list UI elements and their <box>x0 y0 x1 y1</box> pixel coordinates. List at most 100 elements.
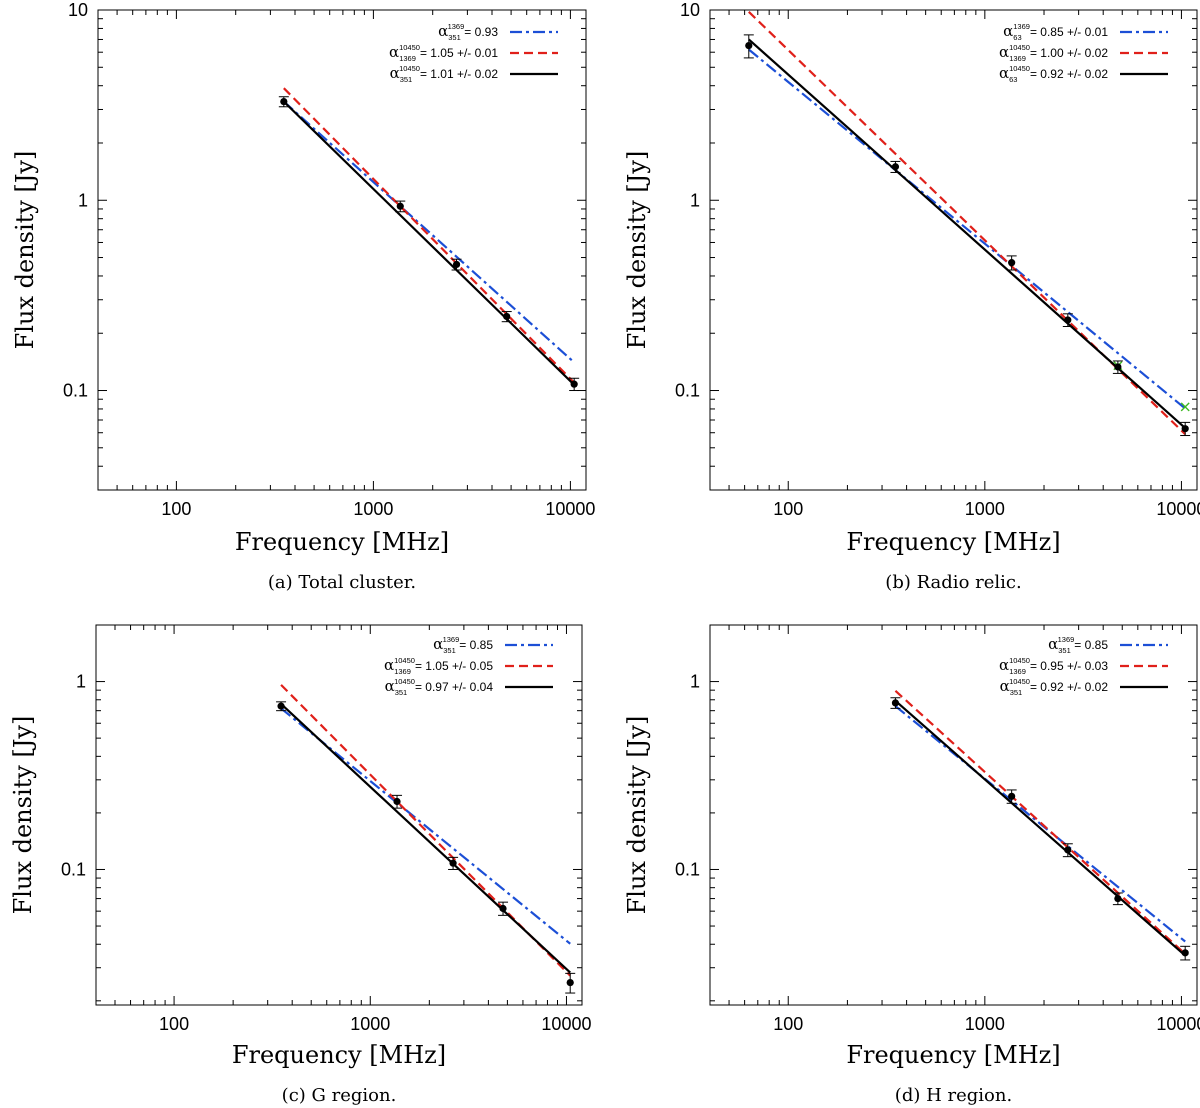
data-point <box>280 98 288 106</box>
plot-frame <box>709 624 1198 1006</box>
legend-value: = 0.97 +/- 0.04 <box>415 680 493 694</box>
legend-superscript: 1369 <box>443 635 460 644</box>
data-point <box>1181 425 1189 433</box>
legend-alpha: α <box>1000 677 1010 695</box>
legend-alpha: α <box>999 64 1009 82</box>
data-point <box>1064 846 1072 854</box>
legend-value: = 1.01 +/- 0.02 <box>420 67 498 81</box>
data-point <box>1181 949 1189 957</box>
y-axis-label: Flux density [Jy] <box>11 151 39 350</box>
chart-panel-0: 100 1000 10000 0.1 1 10 Frequency [MHz] Flux de… <box>11 0 595 593</box>
data-point <box>745 41 753 50</box>
fit-line-black <box>280 703 571 974</box>
y-tick-label: 1 <box>690 672 700 692</box>
x-tick-label: 100 <box>159 1014 189 1034</box>
legend-subscript: 351 <box>395 688 407 697</box>
data-point <box>891 163 900 171</box>
y-tick-label: 0.1 <box>675 381 700 401</box>
y-tick-label: 0.1 <box>61 859 86 879</box>
x-tick-label: 10000 <box>1156 1014 1200 1034</box>
legend-value: = 1.05 +/- 0.01 <box>420 46 498 60</box>
y-tick-label: 1 <box>690 190 700 210</box>
legend-superscript: 1369 <box>1013 22 1030 31</box>
legend-alpha: α <box>384 656 394 674</box>
legend-label-blue: α351 1369= 0.85 <box>1048 635 1108 655</box>
fit-line-red <box>894 690 1186 955</box>
plot-frame <box>95 624 583 1006</box>
legend-subscript: 1369 <box>1009 54 1026 63</box>
legend-value: = 0.93 <box>464 25 498 39</box>
legend-alpha: α <box>438 22 448 40</box>
legend-subscript: 63 <box>1009 75 1017 84</box>
legend-alpha: α <box>389 43 399 61</box>
legend-alpha: α <box>390 64 400 82</box>
legend-subscript: 1369 <box>399 54 416 63</box>
legend-superscript: 10450 <box>1009 64 1030 73</box>
y-tick-label: 0.1 <box>63 381 88 401</box>
legend-superscript: 10450 <box>394 656 415 665</box>
legend-label-black: α63 10450= 0.92 +/- 0.02 <box>999 64 1108 84</box>
plot-frame <box>709 9 1198 491</box>
legend-label-blue: α351 1369= 0.93 <box>438 22 498 42</box>
legend-label-red: α1369 10450= 0.95 +/- 0.03 <box>999 656 1108 676</box>
legend-subscript: 351 <box>448 33 460 42</box>
legend-value: = 0.92 +/- 0.02 <box>1030 67 1108 81</box>
x-tick-label: 1000 <box>965 1014 1005 1034</box>
legend-value: = 0.85 <box>1074 638 1108 652</box>
data-point <box>449 859 457 867</box>
legend-value: = 0.85 +/- 0.01 <box>1030 25 1108 39</box>
fit-line-black <box>894 699 1186 957</box>
legend-superscript: 10450 <box>399 43 420 52</box>
fit-lines <box>894 690 1186 957</box>
chart-panel-1: 100 1000 10000 0.1 1 10 Frequency [MHz] Flux de… <box>623 0 1200 593</box>
extra-point-marker <box>1180 402 1190 412</box>
fit-lines <box>283 87 575 386</box>
fit-line-black <box>748 38 1186 429</box>
panel-caption: (d) H region. <box>895 1085 1012 1106</box>
legend-alpha: α <box>1003 22 1013 40</box>
x-axis-label: Frequency [MHz] <box>232 1041 446 1069</box>
panel-caption: (a) Total cluster. <box>268 572 416 593</box>
legend-superscript: 10450 <box>1009 43 1030 52</box>
legend-alpha: α <box>999 43 1009 61</box>
legend-value: = 0.92 +/- 0.02 <box>1030 680 1108 694</box>
y-axis-label: Flux density [Jy] <box>623 151 651 350</box>
legend-subscript: 1369 <box>1009 667 1026 676</box>
x-tick-label: 100 <box>161 499 191 519</box>
chart-panel-3: 100 1000 10000 0.1 1 Frequency [MHz] Flux dens… <box>623 624 1200 1106</box>
y-tick-label: 1 <box>78 190 88 210</box>
fit-line-black <box>283 100 575 386</box>
x-axis-label: Frequency [MHz] <box>846 528 1060 556</box>
fit-lines <box>748 11 1186 435</box>
legend-label-blue: α63 1369= 0.85 +/- 0.01 <box>1003 22 1108 42</box>
legend-value: = 0.95 +/- 0.03 <box>1030 659 1108 673</box>
legend-subscript: 351 <box>1010 688 1022 697</box>
legend-alpha: α <box>1048 635 1058 653</box>
legend-superscript: 10450 <box>1009 656 1030 665</box>
chart-panel-2: 100 1000 10000 0.1 1 Frequency [MHz] Flux dens… <box>9 624 591 1106</box>
legend-superscript: 10450 <box>1009 677 1030 686</box>
panel-caption: (b) Radio relic. <box>885 572 1021 593</box>
data-point <box>891 699 900 707</box>
y-axis-label: Flux density [Jy] <box>9 716 37 915</box>
y-tick-label: 1 <box>76 672 86 692</box>
x-tick-label: 10000 <box>545 499 595 519</box>
legend-label-blue: α351 1369= 0.85 <box>433 635 493 655</box>
data-point <box>393 797 401 806</box>
legend-label-red: α1369 10450= 1.00 +/- 0.02 <box>999 43 1108 63</box>
data-point <box>1114 363 1122 371</box>
data-point <box>566 979 574 987</box>
data-point <box>452 260 461 269</box>
legend-superscript: 1369 <box>448 22 465 31</box>
legend-value: = 1.05 +/- 0.05 <box>415 659 493 673</box>
legend-alpha: α <box>433 635 443 653</box>
x-tick-label: 1000 <box>965 499 1005 519</box>
legend-superscript: 1369 <box>1058 635 1075 644</box>
x-axis-label: Frequency [MHz] <box>235 528 449 556</box>
legend-subscript: 1369 <box>394 667 411 676</box>
legend-label-black: α351 10450= 0.92 +/- 0.02 <box>1000 677 1109 697</box>
legend-superscript: 10450 <box>394 677 415 686</box>
fit-line-red <box>283 87 575 384</box>
legend-subscript: 351 <box>400 75 412 84</box>
